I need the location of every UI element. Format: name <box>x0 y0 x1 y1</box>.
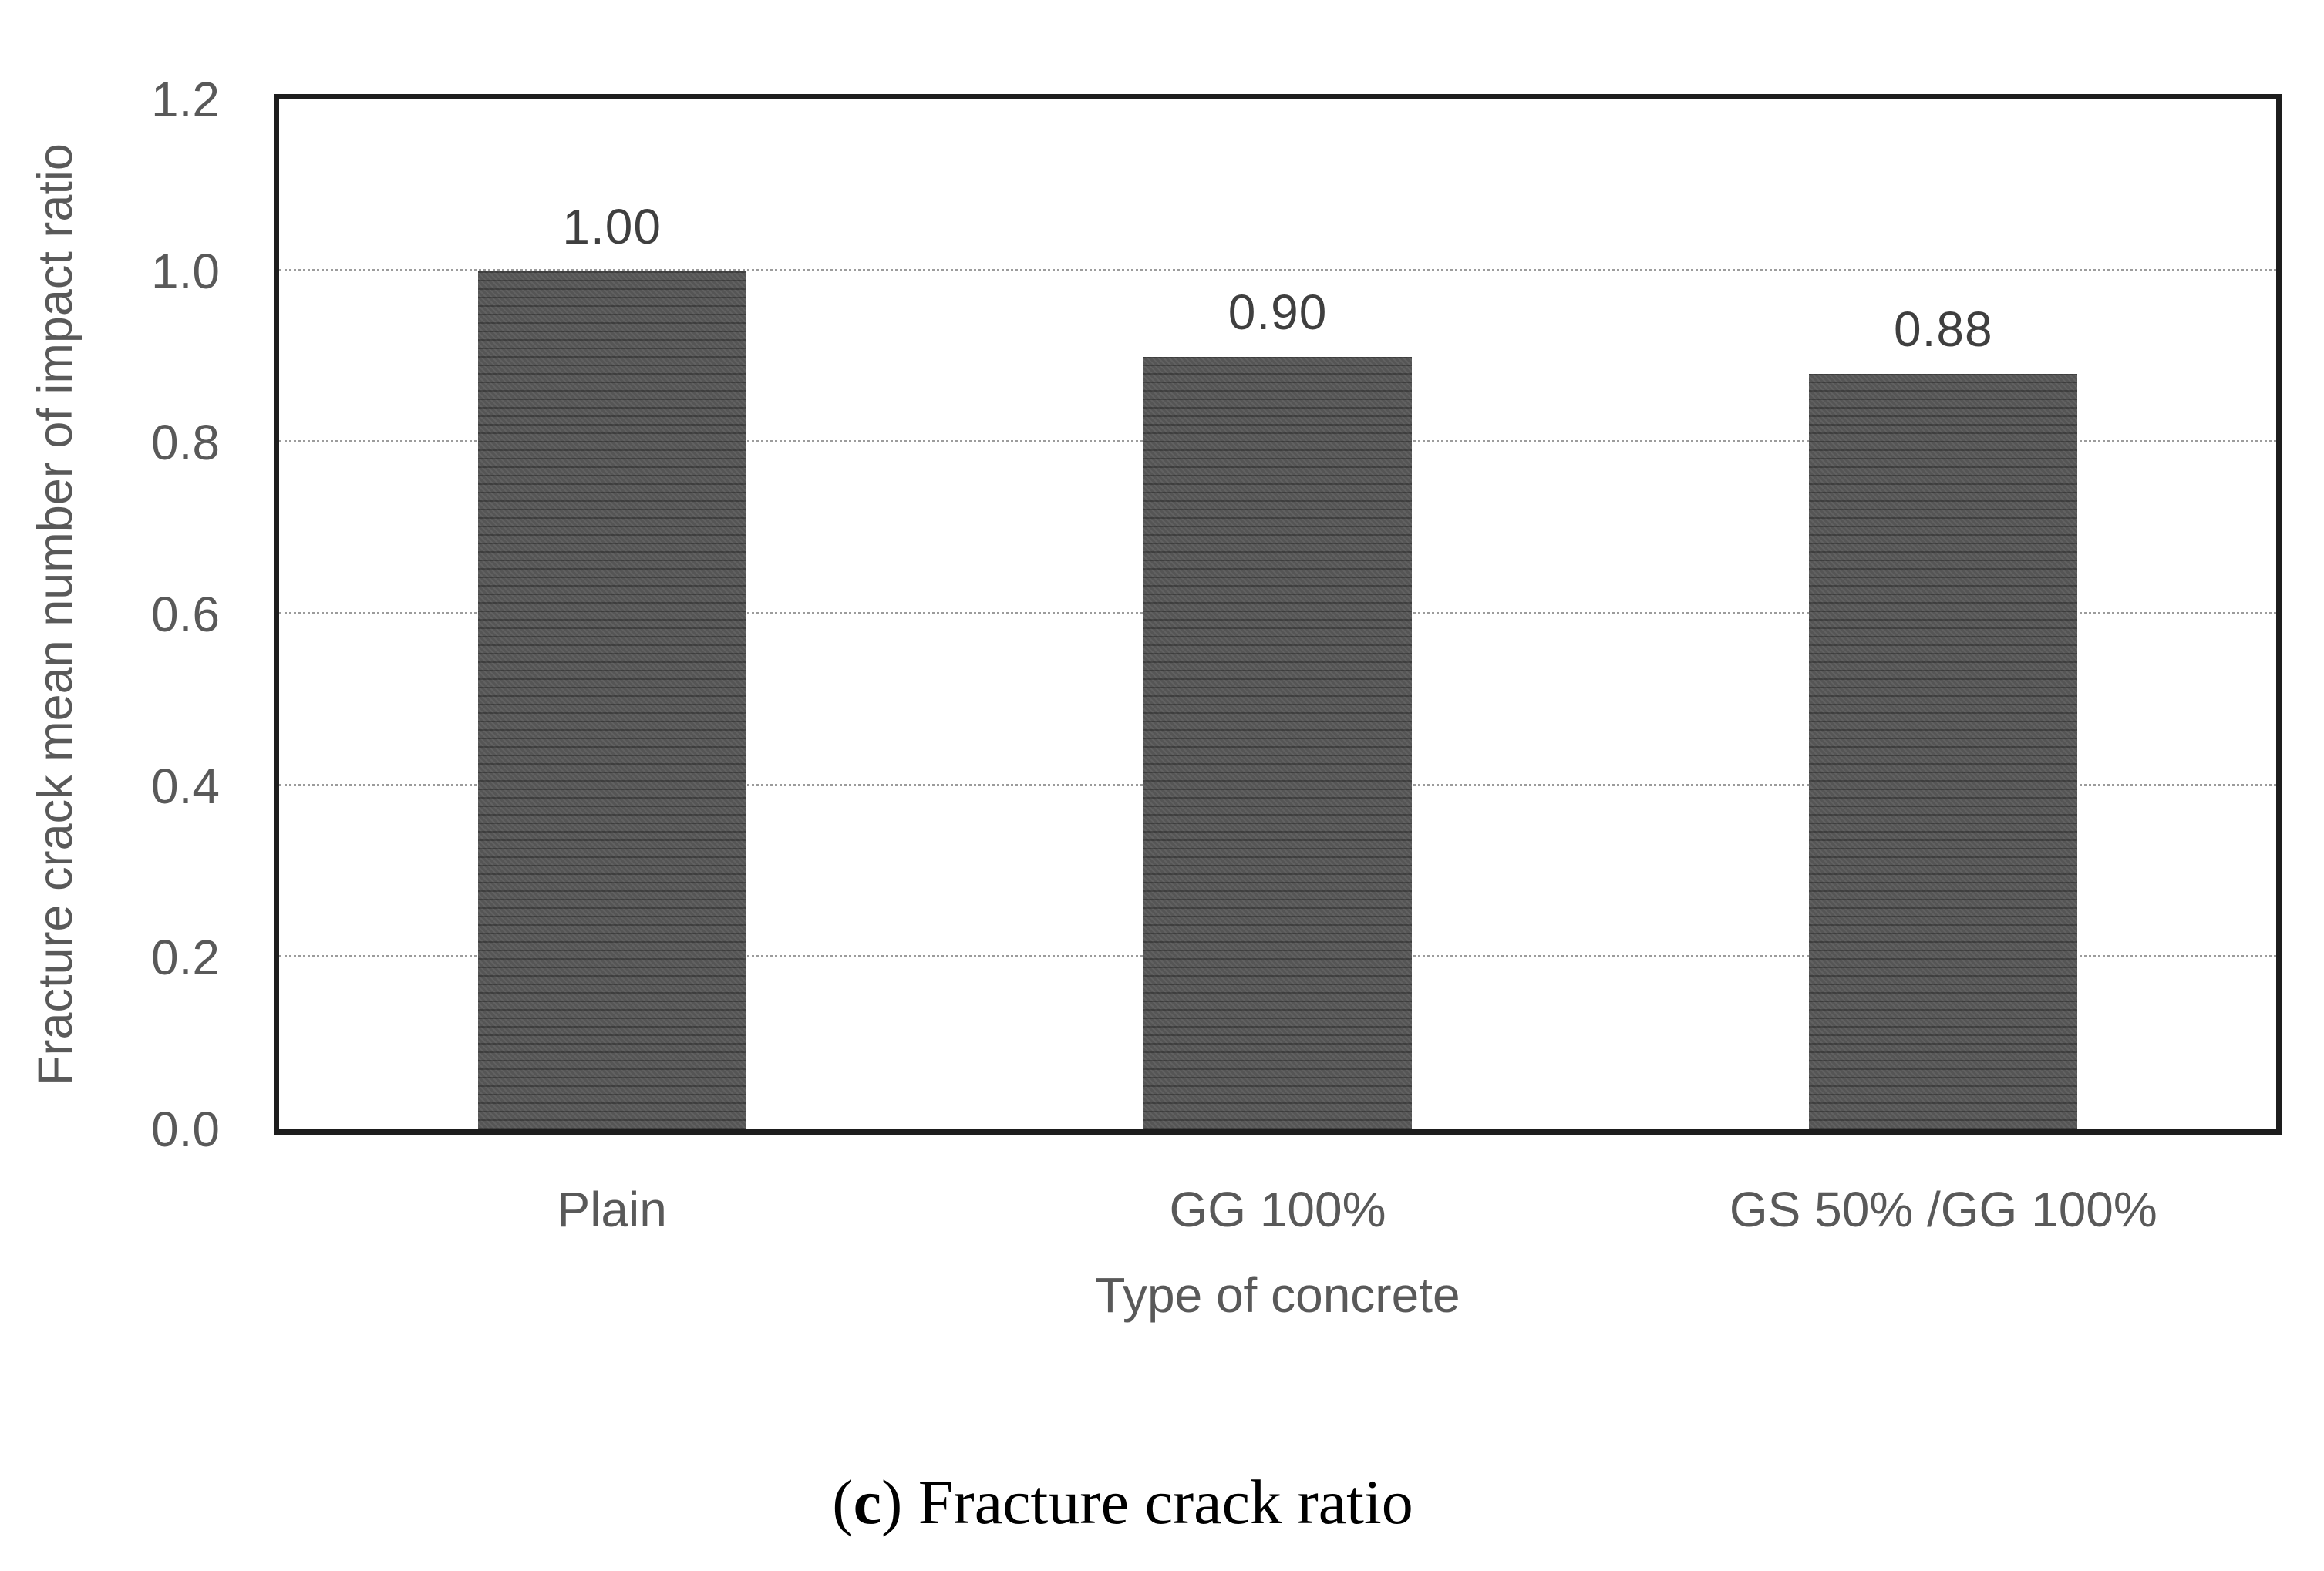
y-tick-label-1.0: 1.0 <box>151 243 220 299</box>
caption-paren-open: ( <box>832 1467 854 1537</box>
caption-index: c <box>853 1467 881 1537</box>
y-tick-label-0.2: 0.2 <box>151 930 220 986</box>
caption-text: Fracture crack ratio <box>902 1467 1413 1537</box>
y-tick-label-0.8: 0.8 <box>151 415 220 471</box>
plot-area <box>274 94 2282 1135</box>
y-tick-label-1.2: 1.2 <box>151 72 220 127</box>
x-category-label-GS 50% /GG 100%: GS 50% /GG 100% <box>1729 1182 2157 1237</box>
bar-GS 50% /GG 100% <box>1809 374 2078 1129</box>
bar-data-label: 1.00 <box>562 198 662 254</box>
x-axis-title: Type of concrete <box>1095 1267 1460 1323</box>
bar-Plain <box>477 271 746 1129</box>
x-category-label-Plain: Plain <box>557 1182 667 1237</box>
bar-data-label: 0.90 <box>1228 284 1328 340</box>
x-category-label-GG 100%: GG 100% <box>1169 1182 1386 1237</box>
y-tick-label-0.6: 0.6 <box>151 587 220 642</box>
caption-paren-close: ) <box>881 1467 903 1537</box>
gridline-1.0 <box>279 268 2276 271</box>
bar-GG 100% <box>1143 357 1412 1129</box>
figure-caption: (c) Fracture crack ratio <box>832 1466 1413 1539</box>
bar-data-label: 0.88 <box>1894 301 1993 358</box>
y-tick-label-0.0: 0.0 <box>151 1102 220 1157</box>
y-tick-label-0.4: 0.4 <box>151 758 220 814</box>
